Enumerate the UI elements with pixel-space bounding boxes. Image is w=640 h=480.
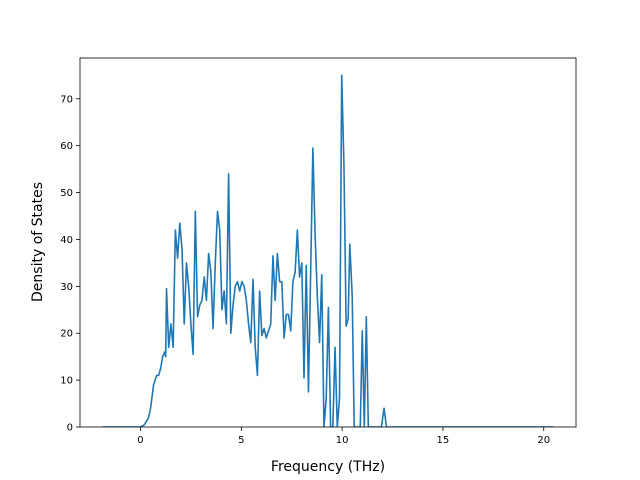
y-tick-label: 30 — [60, 282, 73, 293]
y-tick-label: 0 — [67, 423, 73, 434]
x-tick-label: 20 — [537, 435, 550, 446]
y-tick-label: 60 — [60, 141, 73, 152]
y-tick-label: 40 — [60, 235, 73, 246]
y-tick-label: 50 — [60, 188, 73, 199]
y-tick-label: 70 — [60, 94, 73, 105]
x-tick-label: 10 — [336, 435, 349, 446]
plot-frame — [79, 57, 577, 428]
y-tick-label: 20 — [60, 329, 73, 340]
x-tick-label: 5 — [238, 435, 244, 446]
x-tick-label: 0 — [137, 435, 143, 446]
y-axis-label: Density of States — [30, 182, 46, 302]
y-tick-label: 10 — [60, 376, 73, 387]
line — [102, 74, 554, 427]
x-tick-label: 15 — [437, 435, 450, 446]
x-axis-label: Frequency (THz) — [271, 459, 385, 475]
